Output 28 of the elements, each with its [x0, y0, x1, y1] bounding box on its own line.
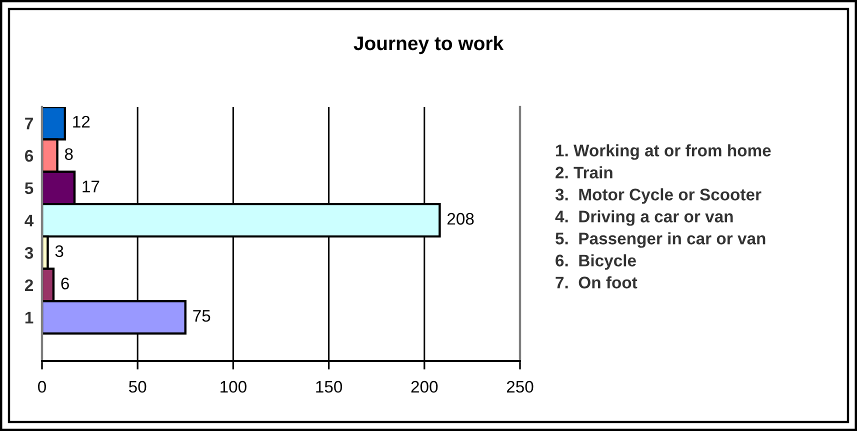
data-label: 17 — [82, 180, 100, 192]
x-tick-label: 0 — [38, 380, 46, 393]
text: 1. Working at or from home — [556, 144, 771, 160]
text: 4. Driving a car or van — [555, 210, 733, 226]
y-tick-label: 5 — [24, 182, 34, 194]
x-tick-label: 150 — [316, 380, 342, 393]
x-tick-label: 100 — [220, 380, 246, 393]
text: 3. Motor Cycle or Scooter — [555, 188, 762, 204]
chart-title: Journey to work — [354, 36, 504, 54]
data-label: 75 — [193, 310, 210, 322]
x-tick-label: 250 — [506, 380, 534, 393]
y-tick-label: 3 — [24, 247, 34, 259]
data-label: 3 — [55, 245, 64, 258]
x-tick-label: 50 — [129, 380, 146, 393]
data-label: 208 — [447, 212, 474, 225]
x-tick-label: 200 — [411, 380, 438, 393]
y-tick-label: 4 — [24, 214, 34, 226]
text: 6. Bicycle — [556, 254, 636, 270]
y-tick-label: 2 — [24, 279, 33, 291]
data-label: 12 — [73, 116, 90, 128]
y-tick-label: 1 — [25, 312, 34, 324]
text: 2. Train — [556, 166, 612, 178]
y-tick-label: 6 — [25, 150, 34, 162]
text: 7. On foot — [556, 276, 638, 288]
y-tick-label: 7 — [25, 118, 33, 130]
data-label: 8 — [64, 148, 73, 160]
data-label: 6 — [61, 278, 69, 290]
text: 5. Passenger in car or van — [556, 232, 766, 248]
